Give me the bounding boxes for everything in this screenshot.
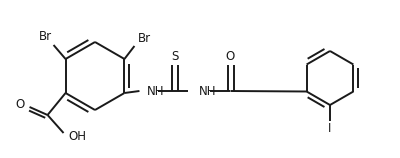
Text: S: S (171, 49, 178, 63)
Text: Br: Br (39, 30, 52, 43)
Text: NH: NH (198, 85, 216, 97)
Text: O: O (15, 98, 24, 112)
Text: O: O (226, 49, 235, 63)
Text: I: I (328, 122, 332, 136)
Text: Br: Br (138, 31, 151, 45)
Text: OH: OH (68, 131, 86, 143)
Text: NH: NH (146, 85, 164, 97)
